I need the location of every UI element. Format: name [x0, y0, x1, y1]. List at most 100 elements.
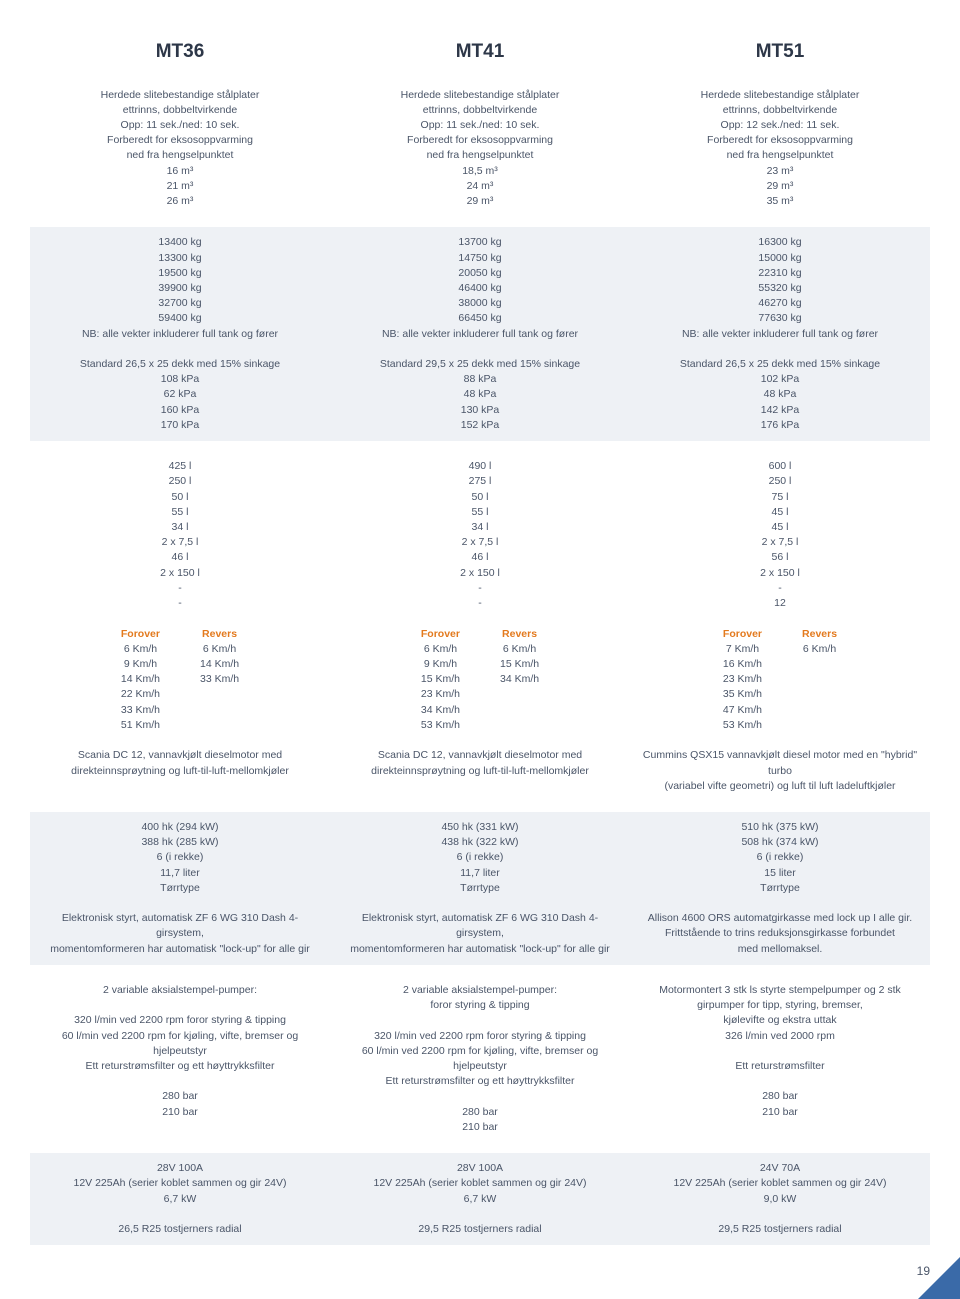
- forward-speeds: Forover 6 Km/h9 Km/h14 Km/h22 Km/h33 Km/…: [121, 627, 160, 734]
- forward-header: Forover: [723, 627, 762, 642]
- line: 600 l: [640, 459, 920, 474]
- line: 55 l: [340, 505, 620, 520]
- reverse-header: Revers: [200, 627, 239, 642]
- line: 33 Km/h: [200, 672, 239, 687]
- line: 50 l: [340, 490, 620, 505]
- line: 130 kPa: [340, 403, 620, 418]
- line: 13300 kg: [40, 251, 320, 266]
- line: Allison 4600 ORS automatgirkasse med loc…: [640, 911, 920, 926]
- line: 450 hk (331 kW): [340, 820, 620, 835]
- model-header-row: MT36 MT41 MT51: [30, 30, 930, 80]
- line: -: [640, 581, 920, 596]
- line: Forberedt for eksosoppvarming: [40, 133, 320, 148]
- line: Standard 26,5 x 25 dekk med 15% sinkage: [40, 357, 320, 372]
- line: 102 kPa: [640, 372, 920, 387]
- line: -: [340, 596, 620, 611]
- line: 6 Km/h: [421, 642, 460, 657]
- reverse-speeds: Revers 6 Km/h14 Km/h33 Km/h: [200, 627, 239, 734]
- line: 425 l: [40, 459, 320, 474]
- line: 34 l: [40, 520, 320, 535]
- line: 14 Km/h: [200, 657, 239, 672]
- line: 47 Km/h: [723, 703, 762, 718]
- reverse-speeds: Revers 6 Km/h: [802, 627, 837, 734]
- line: 34 Km/h: [500, 672, 539, 687]
- line: Ett returstrømsfilter og ett høyttrykksf…: [340, 1074, 620, 1089]
- line: 23 m³: [640, 164, 920, 179]
- line: 2 x 150 l: [640, 566, 920, 581]
- line: 280 bar: [340, 1105, 620, 1120]
- line: 33 Km/h: [121, 703, 160, 718]
- line: 46 l: [340, 550, 620, 565]
- hydraulics: Motormontert 3 stk ls styrte stempelpump…: [630, 975, 930, 1143]
- line: 210 bar: [340, 1120, 620, 1135]
- line: Elektronisk styrt, automatisk ZF 6 WG 31…: [340, 911, 620, 941]
- line: ned fra hengselpunktet: [40, 148, 320, 163]
- line: 6 Km/h: [200, 642, 239, 657]
- line: 6 (i rekke): [40, 850, 320, 865]
- line: Forberedt for eksosoppvarming: [640, 133, 920, 148]
- line: Herdede slitebestandige stålplater: [340, 88, 620, 103]
- line: 22310 kg: [640, 266, 920, 281]
- line: 6 Km/h: [500, 642, 539, 657]
- electrical: 28V 100A12V 225Ah (serier koblet sammen …: [30, 1153, 330, 1245]
- electrical-row: 28V 100A12V 225Ah (serier koblet sammen …: [30, 1153, 930, 1245]
- line: 15 Km/h: [500, 657, 539, 672]
- line: girpumper for tipp, styring, bremser,: [640, 998, 920, 1013]
- line: ettrinns, dobbeltvirkende: [340, 103, 620, 118]
- line: 210 bar: [640, 1105, 920, 1120]
- line: Ett returstrømsfilter og ett høyttrykksf…: [40, 1059, 320, 1074]
- line: 51 Km/h: [121, 718, 160, 733]
- line: 45 l: [640, 520, 920, 535]
- line: Opp: 11 sek./ned: 10 sek.: [340, 118, 620, 133]
- line: 34 l: [340, 520, 620, 535]
- weights: 13400 kg 13300 kg 19500 kg 39900 kg 3270…: [30, 227, 330, 441]
- line: 50 l: [40, 490, 320, 505]
- electrical: 24V 70A12V 225Ah (serier koblet sammen o…: [630, 1153, 930, 1245]
- line: 438 hk (322 kW): [340, 835, 620, 850]
- model-header: MT51: [630, 30, 930, 80]
- power: 510 hk (375 kW)508 hk (374 kW)6 (i rekke…: [630, 812, 930, 965]
- forward-speeds: Forover 6 Km/h9 Km/h15 Km/h23 Km/h34 Km/…: [421, 627, 460, 734]
- line: 60 l/min ved 2200 rpm for kjøling, vifte…: [340, 1044, 620, 1074]
- model-header: MT36: [30, 30, 330, 80]
- line: 176 kPa: [640, 418, 920, 433]
- line: 13400 kg: [40, 235, 320, 250]
- line: -: [40, 596, 320, 611]
- line: NB: alle vekter inkluderer full tank og …: [340, 327, 620, 342]
- line: Frittstående to trins reduksjonsgirkasse…: [640, 926, 920, 941]
- line: 16 Km/h: [723, 657, 762, 672]
- line: 7 Km/h: [723, 642, 762, 657]
- line: 6 Km/h: [802, 642, 837, 657]
- capacities: 600 l250 l75 l45 l45 l2 x 7,5 l56 l2 x 1…: [630, 451, 930, 802]
- line: 6 (i rekke): [340, 850, 620, 865]
- line: direkteinnsprøytning og luft-til-luft-me…: [340, 764, 620, 779]
- line: 77630 kg: [640, 311, 920, 326]
- power: 400 hk (294 kW)388 hk (285 kW)6 (i rekke…: [30, 812, 330, 965]
- line: 53 Km/h: [723, 718, 762, 733]
- line: Tørrtype: [640, 881, 920, 896]
- line: 2 x 150 l: [340, 566, 620, 581]
- line: 320 l/min ved 2200 rpm foror styring & t…: [40, 1013, 320, 1028]
- line: -: [340, 581, 620, 596]
- line: 250 l: [40, 474, 320, 489]
- line: 55320 kg: [640, 281, 920, 296]
- speed-grid: Forover 6 Km/h9 Km/h15 Km/h23 Km/h34 Km/…: [340, 627, 620, 734]
- line: 14750 kg: [340, 251, 620, 266]
- line: 46270 kg: [640, 296, 920, 311]
- line: 39900 kg: [40, 281, 320, 296]
- line: 18,5 m³: [340, 164, 620, 179]
- line: 34 Km/h: [421, 703, 460, 718]
- line: 320 l/min ved 2200 rpm foror styring & t…: [340, 1029, 620, 1044]
- weights: 16300 kg 15000 kg 22310 kg 55320 kg 4627…: [630, 227, 930, 441]
- spec-page: MT36 MT41 MT51 Herdede slitebestandige s…: [0, 0, 960, 1255]
- line: 2 x 7,5 l: [40, 535, 320, 550]
- body-spec: Herdede slitebestandige stålplater ettri…: [630, 80, 930, 218]
- speed-grid: Forover 6 Km/h9 Km/h14 Km/h22 Km/h33 Km/…: [40, 627, 320, 734]
- line: 19500 kg: [40, 266, 320, 281]
- line: 12V 225Ah (serier koblet sammen og gir 2…: [40, 1176, 320, 1191]
- line: ettrinns, dobbeltvirkende: [40, 103, 320, 118]
- line: Tørrtype: [40, 881, 320, 896]
- line: 11,7 liter: [40, 866, 320, 881]
- line: 160 kPa: [40, 403, 320, 418]
- hydraulics: 2 variable aksialstempel-pumper: foror s…: [330, 975, 630, 1143]
